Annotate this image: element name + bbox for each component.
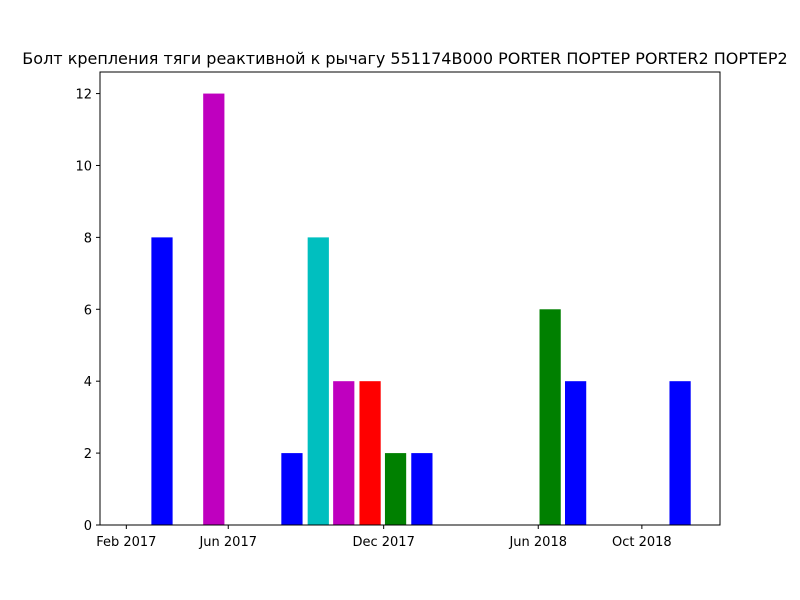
bar-6 [384,453,407,525]
y-tick-label-2: 2 [84,447,92,462]
chart-title: Болт крепления тяги реактивной к рычагу … [22,49,787,68]
bar-3 [307,237,329,525]
x-tick-label-0: Feb 2017 [96,535,156,550]
y-tick-label-12: 12 [75,88,92,103]
y-tick-label-10: 10 [75,159,92,174]
bar-5 [359,381,381,525]
bars-layer [151,93,691,525]
x-tick-label-4: Oct 2018 [612,535,672,550]
y-tick-label-6: 6 [84,303,92,318]
bar-9 [565,381,587,525]
bar-0 [151,237,173,525]
bar-10 [669,381,691,525]
x-tick-label-2: Dec 2017 [352,535,414,550]
bar-8 [539,309,561,525]
plot-frame [99,71,721,526]
x-tick-label-3: Jun 2018 [508,535,567,550]
x-tick-label-1: Jun 2017 [198,535,257,550]
y-tick-label-8: 8 [84,231,92,246]
bar-1 [203,93,225,525]
bar-7 [411,453,433,525]
bar-2 [281,453,303,525]
axes-layer: 0 2 4 6 8 10 12 Feb 2017 Jun 2017 Dec 2017 Jun 201… [75,71,721,550]
y-tick-label-0: 0 [84,519,92,534]
bar-4 [333,381,355,525]
y-tick-label-4: 4 [84,375,92,390]
